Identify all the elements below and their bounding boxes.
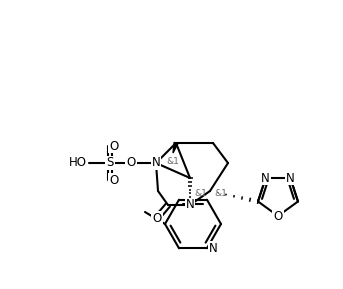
Text: N: N <box>209 242 218 255</box>
Text: N: N <box>261 171 270 184</box>
Text: S: S <box>106 157 114 170</box>
Text: O: O <box>273 210 283 223</box>
Text: &1: &1 <box>167 157 179 166</box>
Text: N: N <box>186 199 194 212</box>
Text: N: N <box>286 171 295 184</box>
Text: O: O <box>126 157 135 170</box>
Text: &1: &1 <box>194 190 207 199</box>
Polygon shape <box>173 142 178 153</box>
Text: O: O <box>152 212 162 225</box>
Text: O: O <box>109 140 119 153</box>
Text: &1: &1 <box>214 190 227 199</box>
Text: N: N <box>152 157 161 170</box>
Text: O: O <box>109 173 119 186</box>
Text: HO: HO <box>69 157 87 170</box>
